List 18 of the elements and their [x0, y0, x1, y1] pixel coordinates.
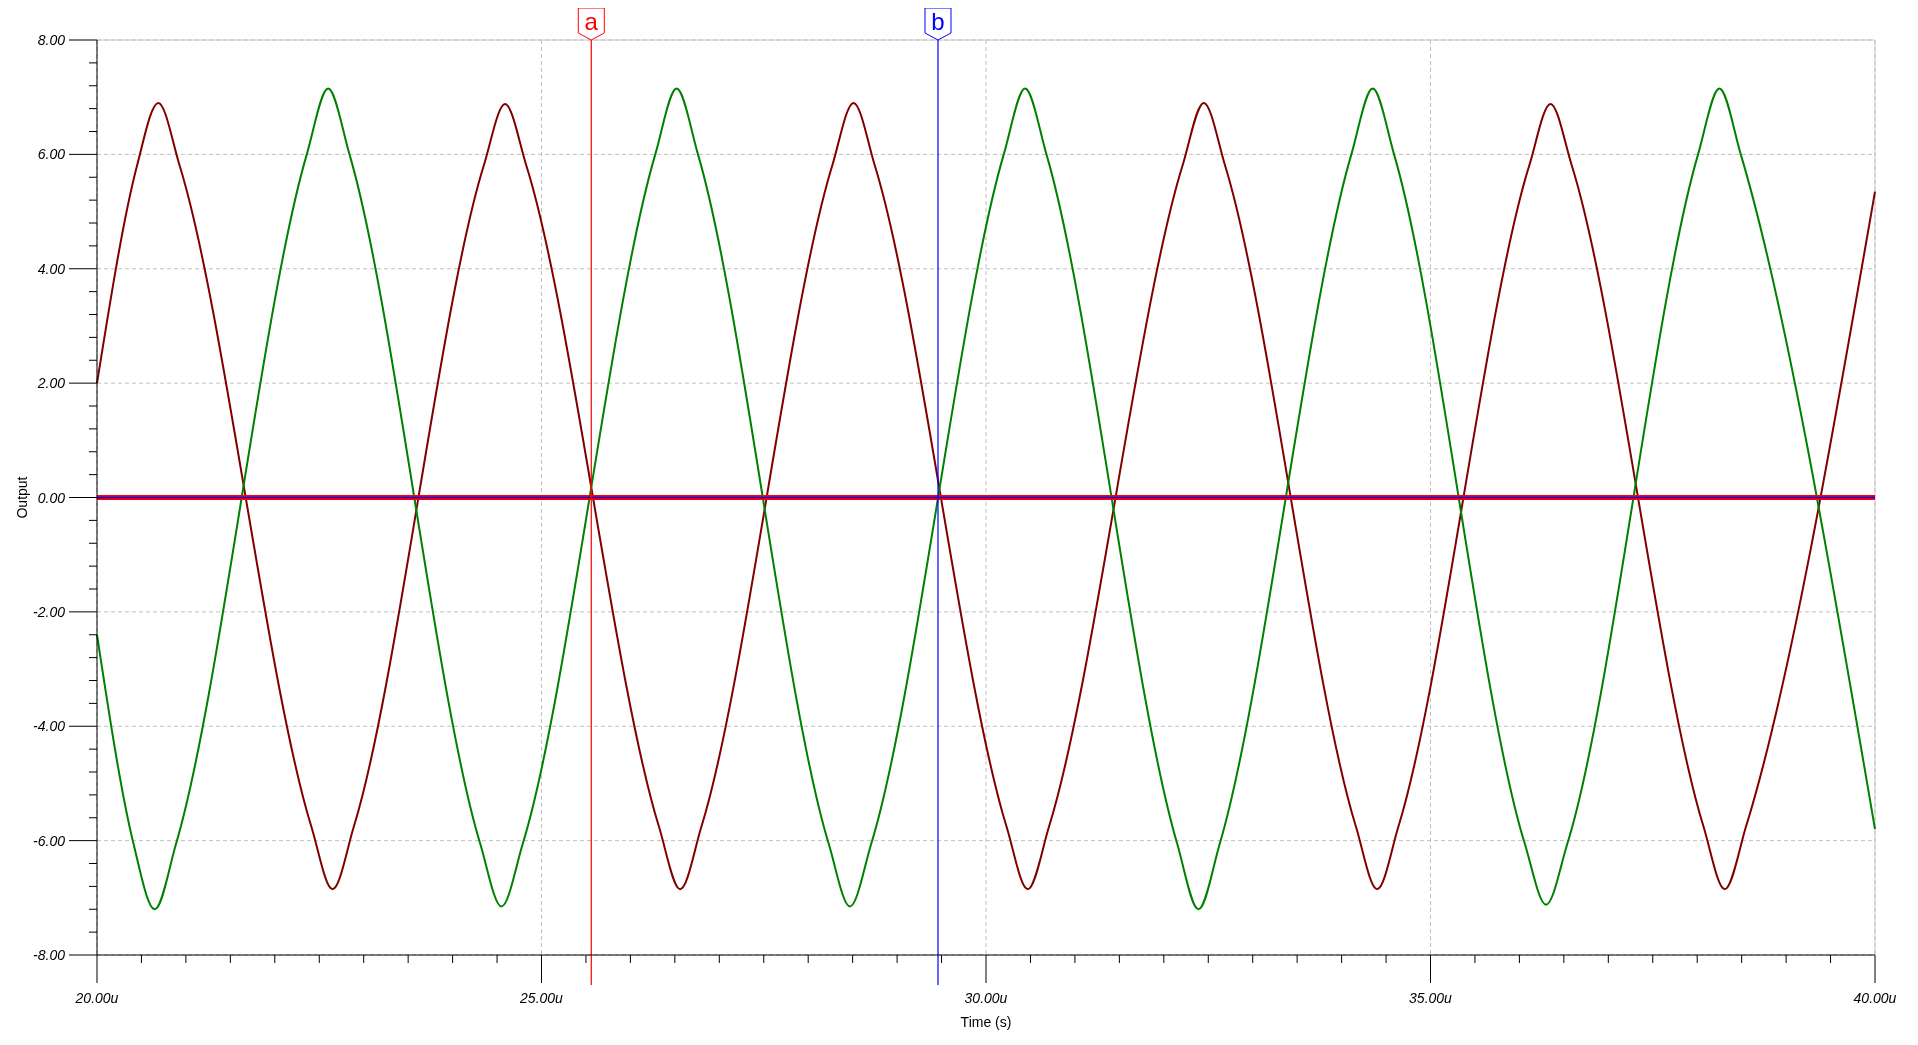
- x-tick-label: 35.00u: [1409, 990, 1453, 1006]
- ref-line-label: a: [584, 8, 599, 35]
- y-tick-label: -6.00: [33, 832, 66, 849]
- x-axis-title: Time (s): [960, 1014, 1012, 1030]
- x-tick-label: 40.00u: [1853, 990, 1897, 1006]
- y-tick-label: 2.00: [36, 375, 66, 392]
- y-axis-title: Output: [14, 476, 30, 519]
- ref-line-label: b: [931, 8, 945, 35]
- y-tick-label: 4.00: [37, 260, 66, 277]
- x-tick-label: 30.00u: [964, 990, 1008, 1006]
- y-tick-label: -8.00: [33, 947, 66, 963]
- x-tick-label: 25.00u: [519, 990, 564, 1006]
- y-tick-label: -4.00: [33, 718, 66, 735]
- y-tick-label: -2.00: [33, 603, 66, 620]
- y-tick-label: 8.00: [37, 32, 66, 48]
- x-tick-label: 20.00u: [74, 990, 119, 1006]
- y-tick-label: 6.00: [37, 146, 66, 163]
- y-tick-label: 0.00: [37, 489, 66, 506]
